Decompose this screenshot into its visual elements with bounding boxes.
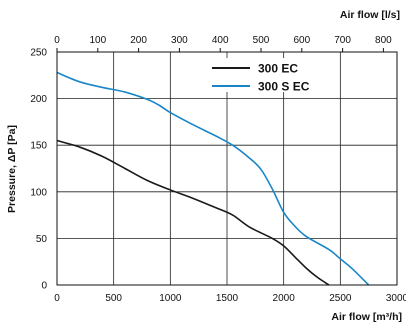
top-tick-label: 300	[171, 35, 188, 46]
series-layer	[56, 71, 370, 286]
top-tick-label: 200	[130, 35, 147, 46]
bottom-axis-ticks: 0 500 1000 1500 2000 2500 3000	[54, 293, 406, 304]
y-tick-label: 100	[30, 187, 47, 198]
y-tick-label: 150	[30, 141, 47, 152]
y-tick-label: 200	[30, 94, 47, 105]
top-tick-label: 100	[89, 35, 106, 46]
x-tick-label: 2500	[329, 293, 352, 304]
top-tick-label: 0	[54, 35, 60, 46]
top-tick-label: 500	[253, 35, 270, 46]
bottom-axis-title: Air flow [m³/h]	[331, 311, 402, 323]
x-tick-label: 0	[54, 293, 60, 304]
top-tick-label: 800	[375, 35, 392, 46]
series-line	[56, 71, 370, 286]
top-tick-label: 700	[334, 35, 351, 46]
y-tick-label: 250	[30, 48, 47, 59]
left-axis-ticks: 0 50 100 150 200 250	[30, 48, 47, 292]
top-axis-ticks: 0 100 200 300 400 500 600 700 800	[54, 35, 392, 52]
legend-label: 300 EC	[258, 62, 298, 76]
x-tick-label: 3000	[386, 293, 406, 304]
x-tick-label: 1500	[216, 293, 239, 304]
x-tick-label: 1000	[159, 293, 182, 304]
top-tick-label: 400	[212, 35, 229, 46]
legend-label: 300 S EC	[258, 80, 310, 94]
top-tick-label: 600	[293, 35, 310, 46]
y-axis-title: Pressure, ΔP [Pa]	[6, 125, 18, 213]
y-tick-label: 50	[36, 234, 48, 245]
x-tick-label: 500	[105, 293, 122, 304]
plot-frame	[56, 51, 398, 286]
x-tick-label: 2000	[273, 293, 296, 304]
top-axis-title: Air flow [l/s]	[340, 9, 400, 21]
y-tick-label: 0	[41, 281, 47, 292]
legend: 300 EC 300 S EC	[200, 58, 325, 94]
series-line	[56, 139, 330, 286]
